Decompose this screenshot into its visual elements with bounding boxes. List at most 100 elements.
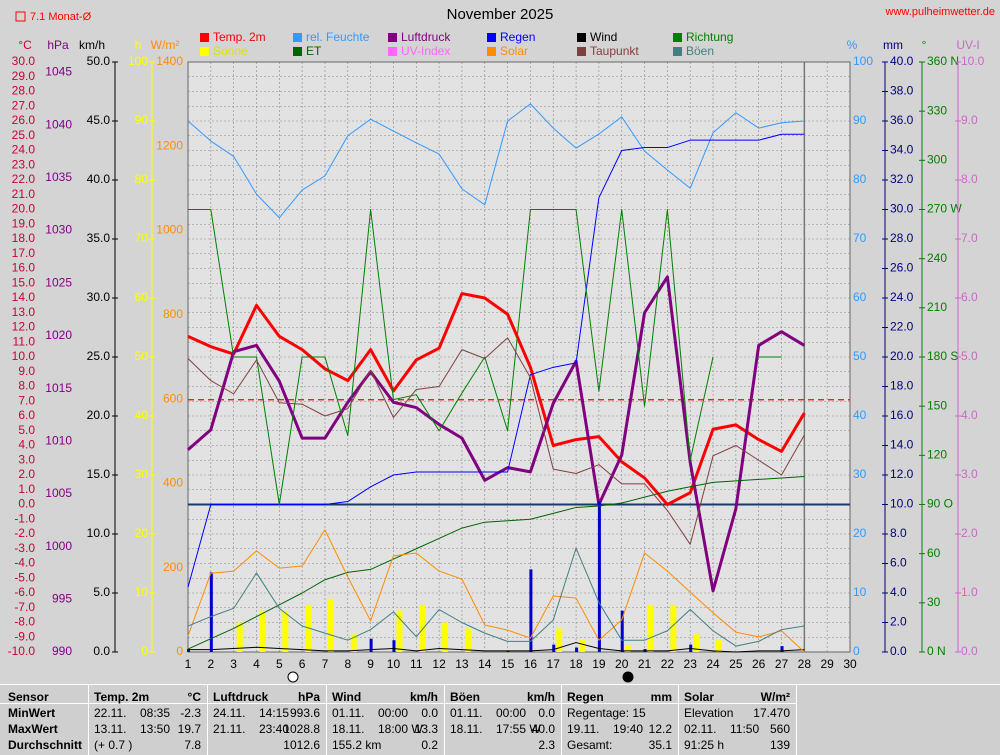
y-tick-label: 8.0 [890,526,907,540]
annotation-label: 7.1 Monat-Ø [30,11,92,23]
bar [259,610,266,652]
y-tick-label: 10.0 [12,349,36,363]
bar [396,610,403,652]
rain-bar [552,644,556,652]
y-tick-label: 5.0 [93,585,110,599]
y-tick-label: 16.0 [890,408,914,422]
y-tick-label: 25.0 [12,128,36,142]
axis-unit: h [135,38,142,52]
table-cell: 139 [769,738,790,752]
table-cell: 13.3 [414,722,438,736]
legend-swatch [200,47,209,56]
axis-unit: W/m² [151,38,180,52]
table-cell: 13.11. [94,722,127,736]
y-tick-label: 800 [163,307,183,321]
legend-swatch [388,33,397,42]
legend-swatch [293,33,302,42]
axis-unit: mm [883,38,903,52]
y-tick-label: 34.0 [890,143,914,157]
y-tick-label: 27.0 [12,98,36,112]
table-cell: (+ 0.7 ) [94,738,133,752]
y-tick-label: 0.0 [890,644,907,658]
table-cell: 14:15 [259,706,290,720]
x-tick-label: 29 [820,657,834,671]
table-cell: MinWert [8,706,56,720]
y-tick-label: 1035 [45,170,72,184]
y-tick-label: 4.0 [961,408,978,422]
x-tick-label: 4 [253,657,260,671]
y-tick-label: 100 [853,54,873,68]
y-tick-label: -5.0 [14,570,35,584]
table-cell: Regen [567,690,604,704]
y-tick-label: 50.0 [87,54,111,68]
y-tick-label: 11.0 [13,334,36,348]
y-tick-label: 28.0 [12,84,36,98]
bar [716,640,723,652]
bar [647,604,654,652]
table-cell: 0.2 [421,738,438,752]
x-tick-label: 22 [661,657,675,671]
y-tick-label: 24.0 [890,290,914,304]
legend-swatch [293,47,302,56]
table-border [326,684,327,755]
y-tick-label: 40 [853,408,867,422]
y-tick-label: 0 [141,644,148,658]
y-tick-label: 12.0 [12,320,36,334]
table-cell: Durchschnitt [8,738,83,752]
y-tick-label: 180 S [927,349,958,363]
table-cell: 24.11. [213,706,246,720]
y-tick-label: 30 [135,467,149,481]
x-tick-label: 3 [230,657,237,671]
legend-swatch [487,47,496,56]
y-tick-label: -2.0 [14,526,35,540]
x-tick-label: 19 [592,657,606,671]
y-tick-label: 100 [128,54,148,68]
table-cell: W/m² [760,690,790,704]
x-tick-label: 28 [798,657,812,671]
y-tick-label: -4.0 [14,556,35,570]
series-line [187,133,805,588]
table-cell: 17.470 [753,706,790,720]
y-tick-label: 20.0 [87,408,111,422]
legend-label: Richtung [686,30,733,44]
table-cell: 22.11. [94,706,127,720]
table-cell: Gesamt: [567,738,613,752]
table-cell: Sensor [8,690,49,704]
legend-label: Regen [500,30,535,44]
table-cell: Elevation [684,706,734,720]
y-tick-label: 80 [853,172,867,186]
y-tick-label: 32.0 [890,172,914,186]
moon-new [622,671,634,683]
y-tick-label: 20 [853,526,867,540]
x-tick-label: 13 [455,657,469,671]
y-tick-label: -10.0 [8,644,36,658]
x-tick-label: 6 [299,657,306,671]
y-tick-label: 0.0 [961,644,978,658]
x-tick-label: 17 [547,657,561,671]
legend-label: UV-Index [401,44,450,58]
y-tick-label: 360 N [927,54,959,68]
y-tick-label: 330 [927,103,947,117]
legend-swatch [673,33,682,42]
y-tick-label: 14.0 [12,290,36,304]
x-tick-label: 26 [752,657,766,671]
table-cell: 13:50 [140,722,171,736]
y-tick-label: 1025 [45,275,72,289]
legend-swatch [673,47,682,56]
y-tick-label: 6.0 [890,556,907,570]
bar [556,628,563,652]
y-tick-label: 8.0 [961,172,978,186]
y-tick-label: -8.0 [14,615,35,629]
x-tick-label: 10 [387,657,401,671]
y-tick-label: 2.0 [18,467,35,481]
y-tick-label: 0 [176,644,183,658]
y-tick-label: 1000 [45,539,72,553]
y-tick-label: 10.0 [961,54,985,68]
y-tick-label: 20.0 [12,202,36,216]
legend-label: Böen [686,44,714,58]
y-tick-label: 14.0 [890,438,914,452]
table-cell: 00:00 [378,706,409,720]
y-tick-label: 1045 [45,65,72,79]
table-cell: 0.0 [421,706,438,720]
